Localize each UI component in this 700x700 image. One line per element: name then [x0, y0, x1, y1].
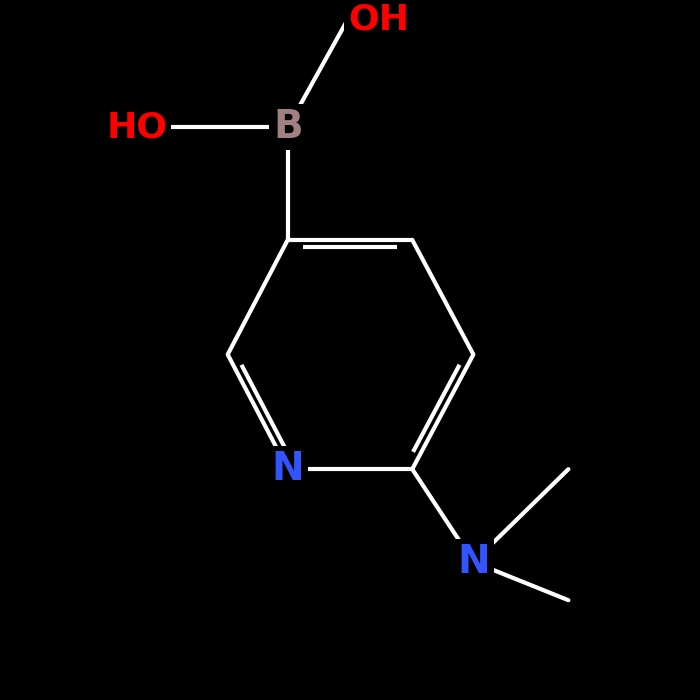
Text: B: B — [273, 108, 302, 146]
Text: HO: HO — [106, 111, 167, 144]
Text: OH: OH — [348, 2, 409, 36]
Text: N: N — [272, 450, 304, 488]
Text: N: N — [457, 543, 490, 581]
